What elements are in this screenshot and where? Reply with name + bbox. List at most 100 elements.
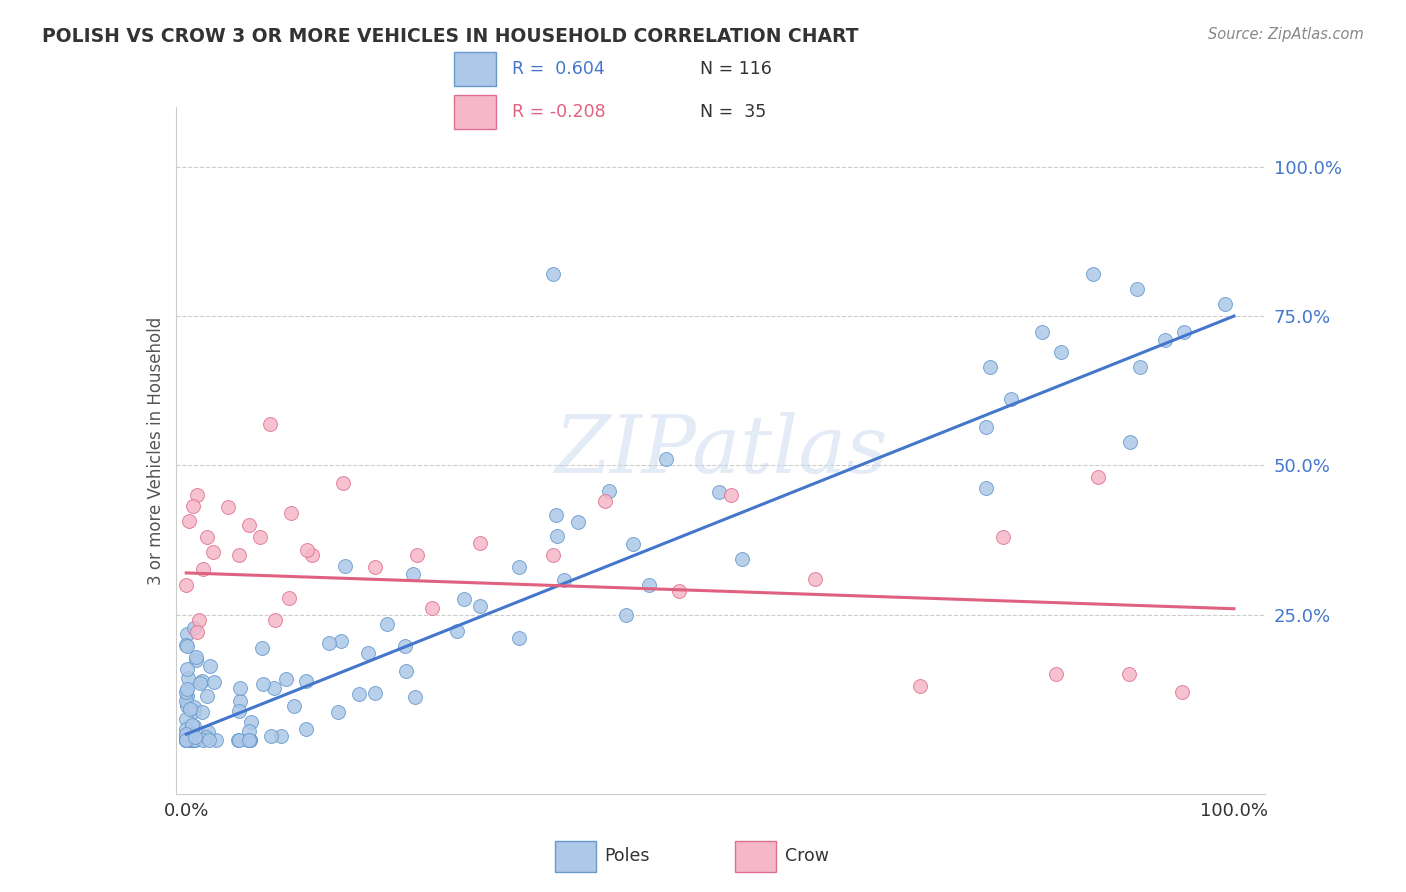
Point xyxy=(1129,359,1152,374)
Point xyxy=(979,360,1001,375)
Point xyxy=(1213,297,1236,311)
Point xyxy=(174,728,197,742)
Text: Poles: Poles xyxy=(605,847,650,865)
Point xyxy=(183,733,205,747)
Point xyxy=(180,730,202,744)
Text: R = -0.208: R = -0.208 xyxy=(512,103,605,121)
Point xyxy=(180,718,202,732)
Point xyxy=(201,545,224,559)
Point xyxy=(238,733,260,747)
Point xyxy=(176,733,198,747)
Point xyxy=(804,572,827,586)
Point xyxy=(654,452,676,467)
Point xyxy=(176,733,198,747)
Point xyxy=(186,624,208,639)
Point xyxy=(181,733,204,747)
Point xyxy=(508,560,530,574)
Point xyxy=(1154,334,1177,348)
Point xyxy=(183,733,205,747)
Point xyxy=(553,573,575,587)
Point xyxy=(260,730,283,744)
Point xyxy=(183,621,205,635)
Point xyxy=(1045,667,1067,681)
Point xyxy=(179,702,201,716)
Point xyxy=(176,728,198,742)
Point xyxy=(238,518,260,533)
Point xyxy=(177,671,200,685)
Point xyxy=(191,705,214,719)
Point xyxy=(174,733,197,747)
Point xyxy=(174,638,197,652)
Point xyxy=(197,733,219,747)
Point xyxy=(183,704,205,718)
Point xyxy=(184,653,207,667)
Point xyxy=(1081,267,1104,281)
Point xyxy=(239,733,262,747)
Point xyxy=(1118,667,1140,681)
Point xyxy=(238,733,260,747)
Point xyxy=(1170,685,1192,699)
Point xyxy=(264,613,287,627)
Point xyxy=(197,725,219,739)
Point xyxy=(176,662,198,676)
Point xyxy=(176,627,198,641)
Text: N = 116: N = 116 xyxy=(700,60,772,78)
Point xyxy=(174,685,197,699)
Point xyxy=(283,699,305,714)
Point xyxy=(177,733,200,747)
Point xyxy=(179,733,201,747)
Point xyxy=(598,484,620,499)
Point xyxy=(508,631,530,645)
Point xyxy=(176,733,198,747)
Point xyxy=(184,733,207,747)
Point xyxy=(186,488,208,502)
Point xyxy=(184,650,207,665)
Point xyxy=(187,613,209,627)
Point xyxy=(176,733,198,747)
Point xyxy=(420,600,443,615)
Point xyxy=(194,730,217,744)
Point xyxy=(541,548,564,562)
Point xyxy=(328,705,350,719)
Point xyxy=(332,476,354,491)
Point xyxy=(176,694,198,708)
Point xyxy=(301,548,323,562)
Point xyxy=(541,267,564,281)
Point xyxy=(402,567,425,582)
Point xyxy=(188,676,211,690)
Bar xyxy=(454,95,496,129)
Point xyxy=(1173,326,1195,340)
Text: Crow: Crow xyxy=(785,847,828,865)
Point xyxy=(295,542,318,557)
Point xyxy=(229,694,252,708)
Point xyxy=(974,420,997,434)
Point xyxy=(295,722,318,736)
Point xyxy=(205,733,228,747)
Point xyxy=(908,679,931,693)
Point xyxy=(228,548,250,562)
Point xyxy=(249,530,271,544)
Point xyxy=(176,733,198,747)
Point xyxy=(183,719,205,733)
Point xyxy=(333,559,356,574)
Point xyxy=(179,514,201,528)
Point xyxy=(1087,470,1109,484)
Point xyxy=(183,499,205,513)
Point xyxy=(217,500,239,515)
Point xyxy=(174,727,197,741)
Point xyxy=(720,488,742,502)
Point xyxy=(546,508,568,522)
Text: POLISH VS CROW 3 OR MORE VEHICLES IN HOUSEHOLD CORRELATION CHART: POLISH VS CROW 3 OR MORE VEHICLES IN HOU… xyxy=(42,27,859,45)
Text: ZIPatlas: ZIPatlas xyxy=(554,412,887,489)
Point xyxy=(1126,282,1149,296)
Bar xyxy=(555,840,596,872)
Point xyxy=(270,729,292,743)
Point xyxy=(228,704,250,718)
Point xyxy=(176,681,198,696)
Point xyxy=(375,617,398,632)
Point xyxy=(405,548,427,562)
Point xyxy=(707,484,730,499)
Point xyxy=(453,591,475,606)
Point xyxy=(184,731,207,745)
Point xyxy=(1000,392,1022,407)
